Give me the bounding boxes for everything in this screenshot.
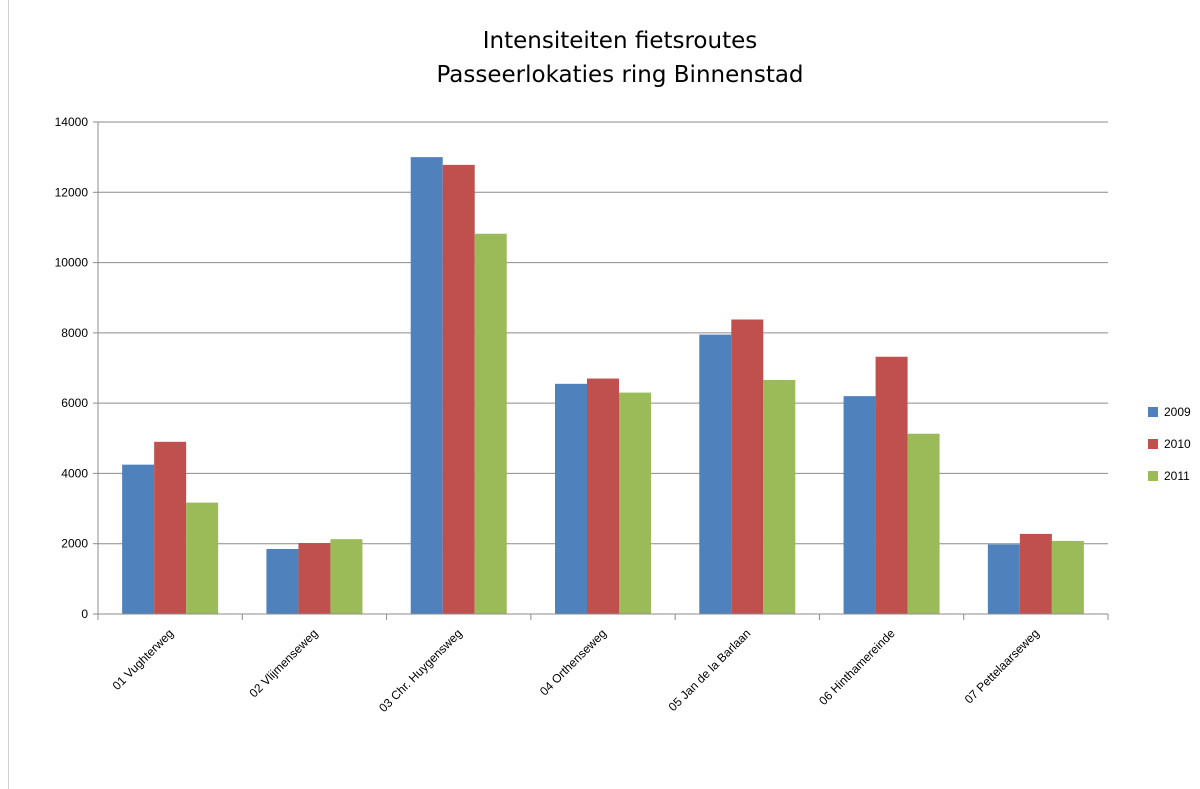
bar-2011 bbox=[186, 502, 219, 614]
y-tick-label: 8000 bbox=[61, 326, 88, 340]
y-tick-label: 2000 bbox=[61, 537, 88, 551]
bar-2010 bbox=[1019, 533, 1052, 614]
bar-2010 bbox=[442, 164, 475, 615]
legend-item-2011: 2011 bbox=[1148, 467, 1191, 485]
bar-2009 bbox=[987, 544, 1020, 614]
legend-swatch-2010 bbox=[1148, 439, 1158, 449]
bar-2011 bbox=[907, 433, 940, 614]
bar-2011 bbox=[474, 233, 507, 615]
bar-2011 bbox=[763, 379, 796, 614]
x-tick-label: 07 Pettelaarseweg bbox=[962, 626, 1042, 706]
x-tick-label: 01 Vughterweg bbox=[110, 626, 177, 693]
x-tick-label: 06 Hinthamereinde bbox=[816, 626, 898, 708]
legend-item-2009: 2009 bbox=[1148, 403, 1191, 421]
legend-label-2010: 2010 bbox=[1164, 437, 1191, 451]
chart-title-line-2: Passeerlokaties ring Binnenstad bbox=[436, 62, 804, 88]
legend: 2009 2010 2011 bbox=[1148, 403, 1191, 499]
bar-2009 bbox=[699, 334, 732, 614]
bar-2011 bbox=[619, 392, 651, 614]
bar-2009 bbox=[266, 548, 299, 614]
frame-border bbox=[8, 0, 9, 789]
legend-label-2009: 2009 bbox=[1164, 405, 1191, 419]
x-tick-label: 03 Chr. Huygensweg bbox=[376, 626, 465, 715]
bar-2009 bbox=[555, 383, 587, 614]
legend-item-2010: 2010 bbox=[1148, 435, 1191, 453]
y-tick-label: 6000 bbox=[61, 396, 88, 410]
legend-label-2011: 2011 bbox=[1164, 469, 1190, 483]
bar-2010 bbox=[298, 543, 331, 614]
bar-2011 bbox=[330, 539, 363, 614]
y-tick-label: 4000 bbox=[61, 466, 88, 480]
y-tick-label: 10000 bbox=[55, 256, 89, 270]
bar-2009 bbox=[843, 396, 876, 614]
bar-2010 bbox=[875, 356, 908, 614]
bar-2010 bbox=[587, 378, 619, 614]
x-tick-label: 05 Jan de la Barlaan bbox=[666, 626, 754, 714]
y-tick-label: 14000 bbox=[55, 115, 89, 129]
bar-2009 bbox=[122, 464, 155, 614]
bar-2011 bbox=[1051, 540, 1084, 614]
y-tick-label: 12000 bbox=[55, 185, 89, 199]
y-tick-label: 0 bbox=[81, 607, 88, 621]
x-tick-label: 02 Vlijmenseweg bbox=[247, 626, 321, 700]
bar-2009 bbox=[410, 157, 443, 614]
bar-2010 bbox=[154, 441, 187, 614]
legend-swatch-2009 bbox=[1148, 407, 1158, 417]
chart-title-line-1: Intensiteiten fietsroutes bbox=[482, 28, 758, 54]
legend-swatch-2011 bbox=[1148, 471, 1158, 481]
bar-2010 bbox=[731, 319, 764, 614]
x-tick-label: 04 Orthenseweg bbox=[537, 626, 609, 698]
chart-title: Intensiteiten fietsroutes Passeerlokatie… bbox=[300, 24, 940, 92]
